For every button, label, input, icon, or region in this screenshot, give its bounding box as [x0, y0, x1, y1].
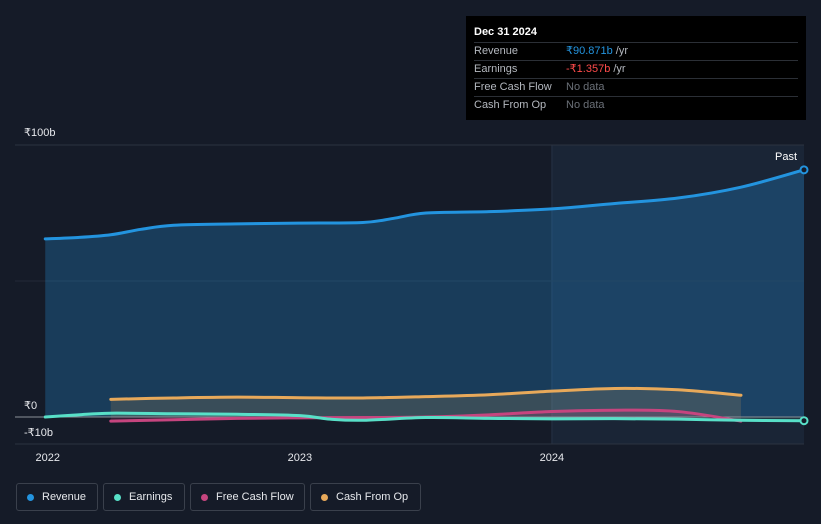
tooltip-row-earnings: Earnings -₹1.357b /yr [474, 60, 798, 78]
legend-label: Free Cash Flow [216, 491, 294, 503]
past-label: Past [775, 151, 797, 163]
tooltip-unit: /yr [615, 45, 628, 57]
tooltip-row-cfo: Cash From Op No data [474, 96, 798, 114]
tooltip-row-revenue: Revenue ₹90.871b /yr [474, 42, 798, 60]
legend-item-earnings[interactable]: Earnings [103, 483, 185, 511]
revenue-dot-icon [27, 493, 34, 501]
tooltip-date: Dec 31 2024 [474, 26, 537, 38]
earnings-dot-icon [114, 493, 121, 501]
tooltip-label: Revenue [474, 45, 519, 57]
tooltip-value: No data [566, 81, 605, 93]
earnings-end-marker [799, 416, 809, 426]
x-tick-label: 2023 [288, 452, 312, 464]
cfo-line [109, 386, 743, 401]
y-tick-label: -₹10b [24, 427, 53, 439]
y-tick-label: ₹100b [24, 127, 55, 139]
tooltip-row-fcf: Free Cash Flow No data [474, 78, 798, 96]
tooltip-value: -₹1.357b [566, 63, 611, 75]
legend-label: Cash From Op [336, 491, 409, 503]
legend-label: Revenue [42, 491, 87, 503]
fcf-dot-icon [201, 493, 208, 501]
y-tick-label: ₹0 [24, 400, 37, 412]
earnings-line [43, 411, 806, 423]
x-tick-label: 2024 [540, 452, 564, 464]
tooltip: Dec 31 2024 Revenue ₹90.871b /yr Earning… [466, 16, 806, 120]
cfo-dot-icon [321, 493, 328, 501]
fcf-area [110, 410, 741, 422]
tooltip-label: Earnings [474, 63, 518, 75]
revenue-end-marker [799, 165, 809, 175]
legend: Revenue Earnings Free Cash Flow Cash Fro… [16, 483, 421, 511]
legend-item-fcf[interactable]: Free Cash Flow [190, 483, 305, 511]
revenue-area [45, 169, 804, 417]
tooltip-value: No data [566, 99, 605, 111]
tooltip-label: Free Cash Flow [474, 81, 552, 93]
past-region [551, 145, 804, 444]
legend-item-revenue[interactable]: Revenue [16, 483, 98, 511]
legend-item-cfo[interactable]: Cash From Op [310, 483, 421, 511]
x-tick-label: 2022 [36, 452, 60, 464]
revenue-line [43, 168, 806, 241]
legend-label: Earnings [129, 491, 173, 503]
tooltip-unit: /yr [613, 63, 626, 75]
tooltip-value: ₹90.871b [566, 45, 613, 57]
tooltip-label: Cash From Op [474, 99, 547, 111]
